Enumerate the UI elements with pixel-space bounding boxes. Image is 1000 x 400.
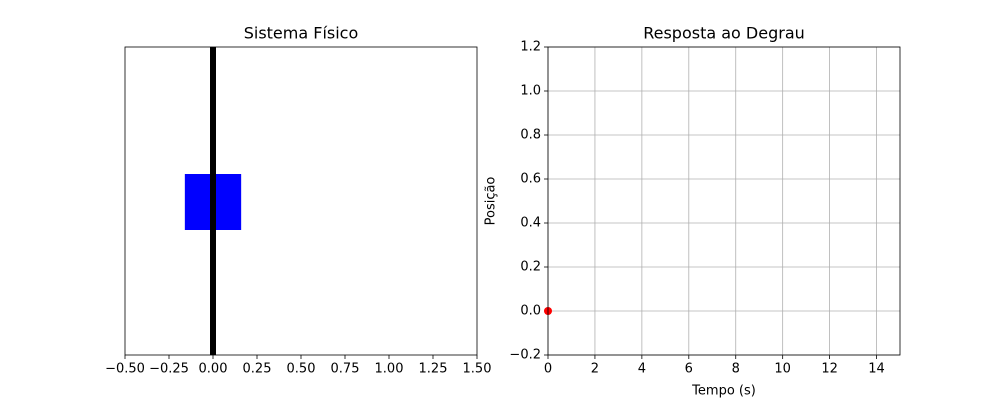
axes-frame <box>547 46 901 356</box>
x-tick-label: 6 <box>685 362 693 377</box>
x-tick-label: 0.50 <box>287 362 316 377</box>
x-tick-label: 14 <box>868 362 885 377</box>
y-tick-label: 0.6 <box>520 172 541 187</box>
x-tick-label: −0.50 <box>105 362 145 377</box>
x-tick-label: 0.25 <box>243 362 272 377</box>
x-tick-label: 8 <box>732 362 740 377</box>
x-tick-label: 0 <box>544 362 552 377</box>
x-tick-label: 2 <box>591 362 599 377</box>
x-tick-label: 1.50 <box>463 362 492 377</box>
x-tick-label: 1.00 <box>375 362 404 377</box>
y-axis-label: Posição <box>484 177 499 226</box>
x-axis-label: Tempo (s) <box>691 384 756 399</box>
y-tick-label: 0.2 <box>520 260 541 275</box>
y-tick-label: 0.4 <box>520 216 541 231</box>
y-tick-label: −0.2 <box>509 348 541 363</box>
x-tick-label: −0.25 <box>149 362 189 377</box>
y-tick-label: 0.0 <box>520 304 541 319</box>
chart-title: Sistema Físico <box>244 24 359 43</box>
x-tick-label: 0.75 <box>331 362 360 377</box>
y-tick-label: 1.2 <box>520 40 541 55</box>
chart-title: Resposta ao Degrau <box>643 24 805 43</box>
y-tick-label: 1.0 <box>520 84 541 99</box>
x-tick-label: 10 <box>774 362 791 377</box>
y-tick-label: 0.8 <box>520 128 541 143</box>
x-tick-label: 0.00 <box>199 362 228 377</box>
axes-frame <box>124 46 478 356</box>
x-tick-label: 4 <box>638 362 646 377</box>
x-tick-label: 12 <box>821 362 838 377</box>
x-tick-label: 1.25 <box>419 362 448 377</box>
